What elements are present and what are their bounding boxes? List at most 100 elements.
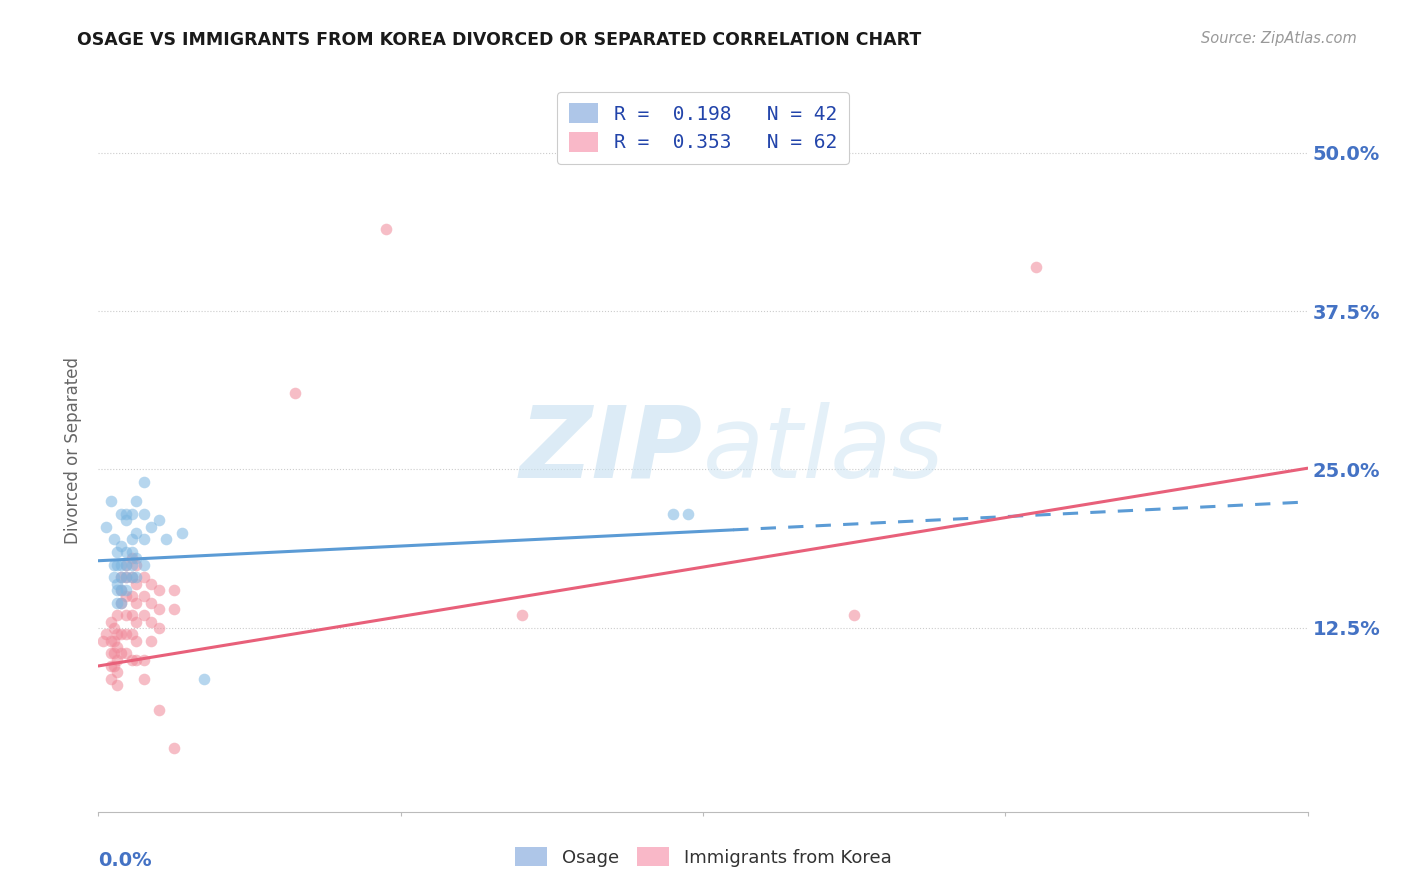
Point (141, 615, 163, 629)
Point (163, 741, 186, 756)
Point (114, 558, 136, 572)
Text: Source: ZipAtlas.com: Source: ZipAtlas.com (1201, 31, 1357, 46)
Point (125, 558, 148, 572)
Point (114, 545, 136, 559)
Point (125, 633, 148, 648)
Point (155, 532, 177, 546)
Point (661, 507, 683, 521)
Y-axis label: Divorced or Separated: Divorced or Separated (65, 357, 83, 544)
Point (105, 652, 128, 666)
Point (103, 646, 125, 660)
Point (110, 582, 132, 597)
Point (110, 570, 132, 584)
Point (103, 532, 125, 546)
Point (103, 633, 125, 648)
Point (100, 633, 122, 648)
Point (125, 551, 148, 566)
Point (125, 652, 148, 666)
Point (105, 576, 128, 591)
Point (141, 633, 163, 648)
Point (132, 558, 155, 572)
Point (100, 659, 122, 673)
Point (100, 672, 122, 686)
Point (110, 570, 132, 584)
Point (105, 665, 128, 680)
Point (132, 532, 155, 546)
Point (114, 558, 136, 572)
Point (103, 659, 125, 673)
Point (193, 672, 215, 686)
Point (141, 519, 163, 533)
Point (103, 570, 125, 584)
Point (114, 513, 136, 527)
Point (110, 539, 132, 553)
Point (105, 678, 128, 692)
Point (110, 627, 132, 641)
Point (114, 507, 136, 521)
Point (125, 494, 148, 508)
Point (132, 507, 155, 521)
Point (163, 582, 186, 597)
Point (148, 602, 170, 616)
Point (121, 570, 143, 584)
Point (374, 221, 396, 235)
Point (1024, 260, 1046, 274)
Point (676, 507, 699, 521)
Point (114, 627, 136, 641)
Point (132, 608, 155, 623)
Point (125, 576, 148, 591)
Point (844, 608, 866, 623)
Point (132, 570, 155, 584)
Point (110, 596, 132, 610)
Point (170, 525, 193, 540)
Point (148, 513, 170, 527)
Point (105, 640, 128, 654)
Point (114, 570, 136, 584)
Point (114, 570, 136, 584)
Point (105, 596, 128, 610)
Point (121, 570, 143, 584)
Point (121, 558, 143, 572)
Text: 0.0%: 0.0% (98, 852, 152, 871)
Point (121, 507, 143, 521)
Point (110, 596, 132, 610)
Point (105, 582, 128, 597)
Text: OSAGE VS IMMIGRANTS FROM KOREA DIVORCED OR SEPARATED CORRELATION CHART: OSAGE VS IMMIGRANTS FROM KOREA DIVORCED … (77, 31, 921, 49)
Point (103, 558, 125, 572)
Point (132, 672, 155, 686)
Point (148, 621, 170, 635)
Point (121, 627, 143, 641)
Point (110, 507, 132, 521)
Legend: R =  0.198   N = 42, R =  0.353   N = 62: R = 0.198 N = 42, R = 0.353 N = 62 (557, 92, 849, 164)
Point (110, 558, 132, 572)
Point (121, 551, 143, 566)
Point (114, 646, 136, 660)
Point (121, 532, 143, 546)
Point (91, 633, 114, 648)
Point (114, 582, 136, 597)
Point (110, 646, 132, 660)
Text: atlas: atlas (703, 402, 945, 499)
Point (510, 608, 533, 623)
Point (105, 545, 128, 559)
Point (94, 627, 117, 641)
Point (125, 570, 148, 584)
Point (100, 494, 122, 508)
Point (105, 627, 128, 641)
Point (148, 703, 170, 717)
Point (114, 608, 136, 623)
Point (125, 615, 148, 629)
Point (121, 589, 143, 603)
Point (125, 525, 148, 540)
Point (141, 596, 163, 610)
Legend: Osage, Immigrants from Korea: Osage, Immigrants from Korea (508, 840, 898, 874)
Point (141, 576, 163, 591)
Point (94, 519, 117, 533)
Point (132, 652, 155, 666)
Point (125, 596, 148, 610)
Text: ZIP: ZIP (520, 402, 703, 499)
Point (103, 621, 125, 635)
Point (163, 602, 186, 616)
Point (121, 545, 143, 559)
Point (100, 646, 122, 660)
